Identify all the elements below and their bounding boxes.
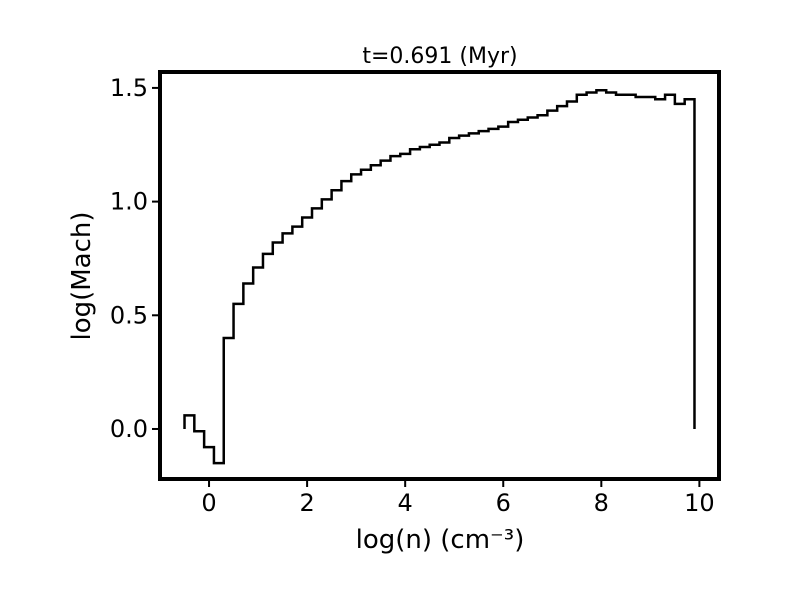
y-tick-label: 1.0 (110, 188, 148, 216)
chart-title: t=0.691 (Myr) (362, 44, 517, 69)
y-axis-ticks: 0.0 0.5 1.0 1.5 (110, 74, 160, 443)
x-tick-label: 8 (594, 489, 609, 517)
series-step-line (183, 88, 696, 465)
y-tick-label: 0.5 (110, 301, 148, 329)
y-tick-label: 1.5 (110, 74, 148, 102)
x-tick-label: 6 (496, 489, 511, 517)
y-tick-label: 0.0 (110, 415, 148, 443)
plot-frame (158, 70, 721, 481)
x-tick-label: 0 (201, 489, 216, 517)
y-axis-label: log(Mach) (67, 211, 97, 340)
x-tick-label: 4 (398, 489, 413, 517)
x-axis-ticks: 0 2 4 6 8 10 (201, 479, 715, 517)
x-tick-label: 10 (684, 489, 715, 517)
x-axis-label: log(n) (cm⁻³) (356, 525, 525, 555)
x-tick-label: 2 (299, 489, 314, 517)
